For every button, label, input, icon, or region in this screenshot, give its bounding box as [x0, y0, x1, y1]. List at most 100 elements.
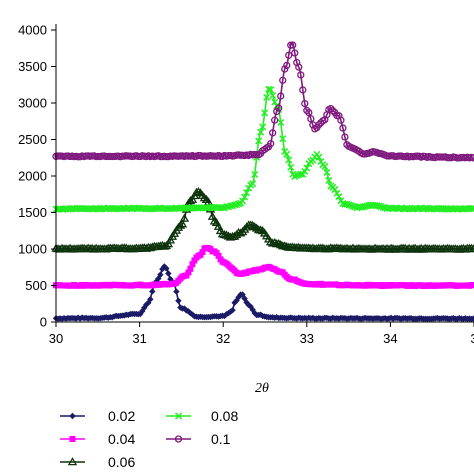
data-point: [377, 203, 385, 211]
data-point: [121, 243, 131, 252]
series-line: [55, 41, 474, 159]
legend-label: 0.1: [211, 431, 231, 447]
data-point: [183, 272, 190, 279]
data-point: [233, 201, 241, 209]
data-point: [161, 240, 172, 250]
data-point: [277, 92, 285, 100]
x-tick-label: 30: [49, 331, 63, 346]
data-point: [327, 104, 335, 113]
data-point: [301, 167, 309, 175]
data-point: [255, 137, 263, 145]
data-point: [275, 240, 286, 249]
data-point: [173, 288, 180, 295]
data-point: [339, 124, 347, 132]
data-point: [297, 71, 305, 79]
data-point: [275, 104, 283, 112]
data-point: [318, 243, 328, 252]
data-point: [379, 203, 387, 211]
data-point: [247, 220, 258, 229]
y-tick-label: 0: [40, 315, 47, 330]
data-point: [221, 230, 232, 239]
data-point: [189, 261, 196, 268]
data-point: [229, 202, 237, 210]
data-point: [215, 252, 222, 259]
series-0-04: [53, 244, 474, 290]
legend-label: 0.02: [108, 408, 135, 424]
data-point: [165, 270, 172, 277]
x-axis-title: 2θ: [255, 381, 269, 396]
data-point: [349, 202, 357, 210]
data-point: [361, 202, 369, 210]
y-tick-label: 3000: [18, 96, 47, 111]
data-point: [257, 128, 265, 136]
data-point: [251, 170, 259, 179]
legend-marker: [67, 457, 78, 466]
data-point: [315, 121, 323, 129]
data-point: [219, 204, 227, 212]
legend-item-0-02: 0.02: [60, 408, 135, 424]
data-point: [229, 306, 236, 314]
data-point: [289, 41, 297, 49]
y-tick-label: 4000: [18, 23, 47, 38]
data-point: [179, 213, 190, 222]
data-point: [193, 187, 204, 196]
data-point: [241, 193, 249, 201]
data-point: [329, 107, 337, 115]
data-point: [345, 201, 353, 209]
data-point: [265, 237, 276, 246]
data-point: [469, 154, 474, 162]
series-0-1: [52, 41, 474, 162]
series-layer: [51, 41, 474, 323]
data-point: [331, 186, 339, 194]
x-tick-label: 32: [216, 331, 230, 346]
data-point: [239, 197, 247, 205]
data-point: [281, 65, 289, 73]
data-point: [468, 244, 474, 253]
data-point: [147, 296, 154, 303]
data-point: [185, 269, 192, 276]
data-point: [243, 189, 251, 197]
data-point: [325, 176, 333, 184]
data-point: [293, 171, 301, 179]
data-point: [303, 106, 311, 115]
data-point: [321, 162, 329, 170]
data-point: [255, 225, 266, 234]
data-point: [467, 204, 474, 212]
data-point: [343, 200, 351, 208]
x-tick-label: 33: [300, 331, 314, 346]
data-point: [285, 156, 293, 164]
data-point: [175, 220, 186, 229]
data-point: [241, 222, 252, 231]
series-line: [55, 191, 474, 251]
data-point: [323, 168, 331, 176]
series-line: [55, 265, 474, 320]
data-point: [337, 116, 345, 124]
legend-item-0-06: 0.06: [60, 454, 135, 470]
data-point: [315, 153, 323, 161]
data-point: [299, 86, 307, 94]
data-point: [469, 204, 474, 212]
y-tick-label: 1500: [18, 205, 47, 220]
y-tick-label: 500: [25, 278, 47, 293]
data-point: [470, 315, 474, 322]
y-tick-label: 2500: [18, 132, 47, 147]
data-point: [285, 51, 293, 59]
data-point: [273, 239, 284, 248]
legend-label: 0.04: [108, 431, 135, 447]
data-point: [470, 282, 474, 289]
data-point: [341, 133, 349, 141]
data-point: [175, 297, 182, 305]
data-point: [277, 118, 285, 127]
data-point: [271, 116, 279, 124]
data-point: [243, 299, 250, 306]
data-point: [291, 49, 299, 57]
legend-label: 0.06: [108, 454, 135, 470]
data-point: [207, 211, 218, 220]
y-tick-label: 3500: [18, 59, 47, 74]
legend-label: 0.08: [211, 408, 238, 424]
series-0-06: [51, 187, 474, 253]
data-point: [303, 164, 311, 172]
y-tick-label: 1000: [18, 242, 47, 257]
data-point: [249, 180, 257, 188]
